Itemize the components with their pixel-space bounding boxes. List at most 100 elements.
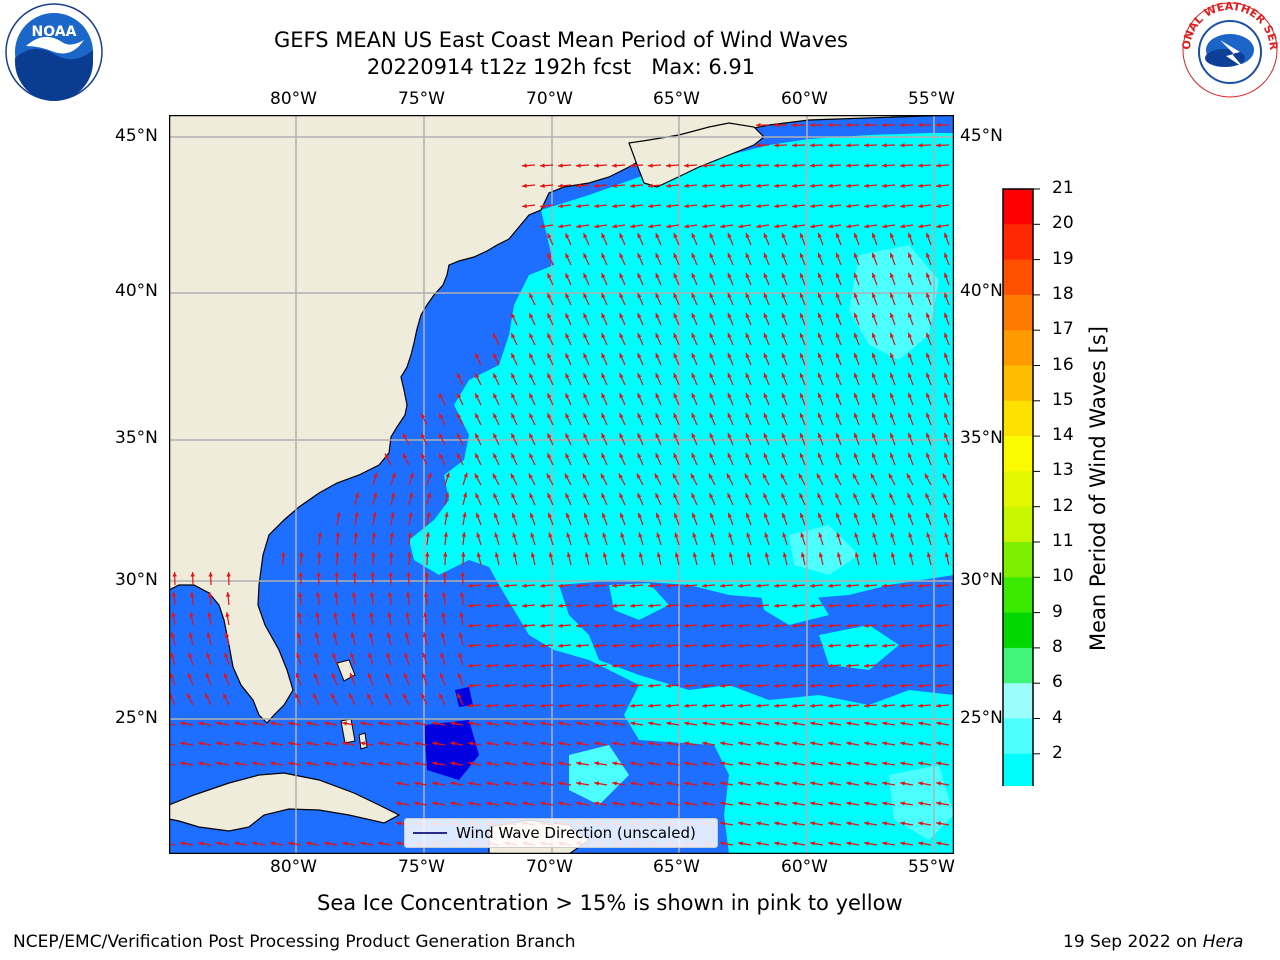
wave-direction-arrowhead [864,721,870,726]
wave-direction-arrowhead [637,293,642,299]
wave-direction-arrowhead [630,781,636,786]
wave-direction-arrowhead [864,623,869,628]
wave-direction-arrowhead [746,532,751,538]
wave-direction-arrowhead [702,781,708,786]
wave-direction-arrowhead [594,801,600,806]
wave-direction-arrowhead [709,512,714,518]
wave-direction-arrowhead [225,612,230,618]
wave-direction-arrowhead [367,672,372,678]
wave-direction-arrowhead [547,253,552,259]
wave-direction-arrowhead [691,393,696,399]
wave-direction-arrowhead [172,572,177,577]
wave-direction-arrowhead [396,801,402,806]
wave-direction-arrowhead [691,273,696,279]
wave-direction-arrowhead [270,741,276,746]
wave-direction-arrowhead [918,841,924,846]
wave-direction-arrowhead [576,741,582,746]
wave-direction-arrowhead [234,761,240,766]
period-below-2-patch [455,687,473,707]
wave-direction-arrowhead [702,721,708,726]
wave-direction-arrowhead [584,532,589,538]
wave-direction-arrowhead [637,493,642,499]
wave-direction-arrowhead [522,781,528,786]
wave-direction-arrowhead [558,801,564,806]
wave-direction-arrowhead [522,721,528,726]
wave-direction-arrowhead [792,703,797,708]
lat-label-right-35n: 35°N [960,428,1003,448]
wave-direction-arrowhead [493,413,498,419]
wave-direction-arrowhead [810,183,815,188]
wave-direction-arrowhead [817,512,822,518]
wave-direction-arrowhead [385,693,390,699]
wave-direction-arrowhead [720,781,726,786]
wave-direction-arrowhead [529,313,534,319]
wave-direction-arrowhead [474,473,479,479]
wave-direction-arrowhead [457,393,462,399]
wave-direction-arrowhead [691,333,696,339]
lon-label-top-55w: 55°W [908,89,955,109]
wave-direction-arrowhead [756,643,761,648]
wave-direction-arrowhead [547,373,552,379]
wave-direction-arrowhead [637,453,642,459]
wave-direction-arrowhead [745,372,750,378]
wave-direction-arrowhead [188,652,193,658]
wave-direction-arrowhead [908,532,913,538]
wave-direction-arrowhead [828,143,833,148]
wave-direction-arrowhead [475,512,480,518]
wave-direction-arrowhead [522,663,527,668]
wave-direction-arrowhead [390,492,396,498]
wave-direction-arrowhead [727,333,732,339]
wave-direction-arrowhead [558,703,563,708]
wave-direction-arrowhead [799,452,804,458]
wave-direction-arrowhead [612,781,618,786]
wave-direction-arrowhead [468,703,473,708]
wave-direction-arrowhead [666,703,671,708]
colorbar-segment [1003,436,1033,472]
wave-direction-arrowhead [440,632,446,638]
wave-direction-arrowhead [726,473,731,479]
wave-direction-arrowhead [315,612,320,618]
wave-direction-arrowhead [846,224,851,229]
wave-direction-arrowhead [810,603,815,608]
wave-direction-arrowhead [630,721,636,726]
wave-direction-arrowhead [745,232,750,238]
wave-direction-arrowhead [648,603,653,608]
wave-direction-arrowhead [691,433,696,439]
wave-direction-arrowhead [504,643,509,648]
wave-direction-arrowhead [926,452,931,458]
wave-direction-arrowhead [926,272,931,278]
wave-direction-arrowhead [313,672,318,678]
colorbar-segment [1003,400,1033,437]
wave-direction-arrowhead [720,761,726,766]
wave-direction-arrowhead [828,741,834,746]
wave-direction-arrowhead [907,493,912,499]
wave-direction-arrowhead [576,183,581,188]
wave-direction-arrowhead [918,163,923,168]
wave-direction-arrowhead [528,473,533,479]
wave-direction-arrowhead [817,372,822,378]
wave-direction-arrowhead [522,623,527,628]
wave-direction-arrowhead [810,703,815,708]
wave-direction-arrowhead [918,183,923,188]
wave-direction-arrowhead [540,163,545,168]
wave-direction-arrowhead [187,693,192,699]
wave-direction-arrowhead [369,612,374,618]
wave-direction-arrowhead [673,453,678,459]
wave-direction-arrowhead [583,313,588,319]
wave-direction-arrowhead [926,412,931,418]
wave-direction-arrowhead [738,583,743,588]
colorbar-tick-label: 9 [1052,601,1063,622]
wave-direction-arrowhead [493,373,498,379]
wave-direction-arrowhead [727,453,732,459]
wave-direction-arrowhead [594,603,599,608]
wave-direction-arrowhead [889,493,894,499]
wave-direction-arrowhead [252,761,258,766]
wave-direction-arrowhead [936,623,941,628]
wave-direction-arrowhead [756,781,762,786]
wave-direction-arrowhead [404,652,409,658]
wave-direction-arrowhead [529,453,534,459]
wave-direction-arrowhead [414,721,420,726]
wave-direction-arrowhead [882,583,887,588]
wave-direction-arrowhead [774,122,779,128]
wave-direction-arrowhead [810,143,815,148]
